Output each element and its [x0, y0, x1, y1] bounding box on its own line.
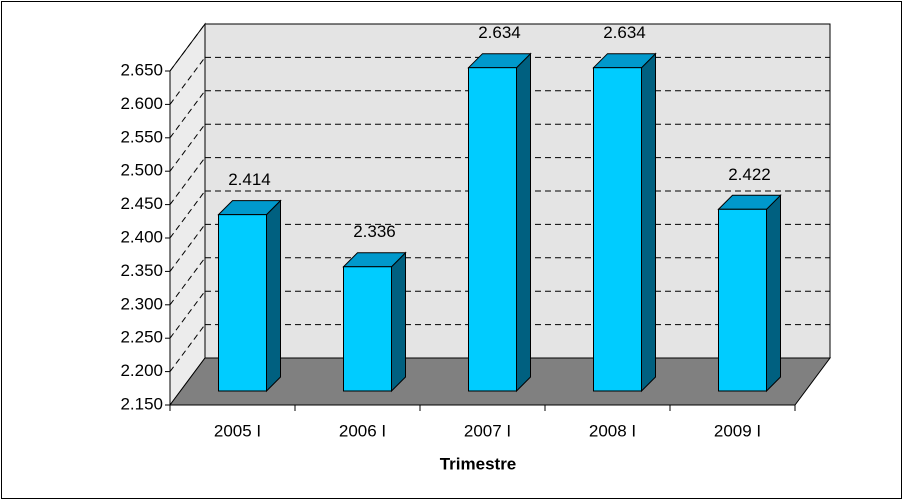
y-tick-label: 2.200 [120, 361, 163, 380]
bar [718, 208, 767, 392]
bar [593, 67, 642, 392]
y-tick-label: 2.500 [120, 161, 163, 180]
y-tick-label: 2.250 [120, 328, 163, 347]
value-label: 2.336 [353, 222, 396, 241]
bar-side [641, 52, 656, 393]
bar-side [391, 251, 406, 393]
x-tick-label: 2005 I [214, 421, 261, 440]
y-tick-label: 2.650 [120, 60, 163, 79]
value-label: 2.634 [478, 23, 521, 42]
value-label: 2.422 [728, 165, 771, 184]
bar [343, 266, 392, 392]
x-tick-label: 2008 I [589, 421, 636, 440]
value-label: 2.414 [228, 170, 271, 189]
value-label: 2.634 [603, 23, 646, 42]
y-tick-label: 2.350 [120, 261, 163, 280]
side-wall [169, 22, 206, 407]
x-tick-label: 2006 I [339, 421, 386, 440]
y-tick-label: 2.300 [120, 294, 163, 313]
y-tick-label: 2.400 [120, 227, 163, 246]
bar-side [516, 52, 531, 393]
x-tick-label: 2007 I [464, 421, 511, 440]
y-tick-label: 2.450 [120, 194, 163, 213]
x-tick-label: 2009 I [714, 421, 761, 440]
y-tick-label: 2.600 [120, 94, 163, 113]
bar-side [766, 194, 781, 393]
y-tick-label: 2.150 [120, 394, 163, 413]
bar-side [266, 199, 281, 393]
x-axis-title: Trimestre [440, 454, 517, 473]
bar [468, 67, 517, 392]
y-tick-label: 2.550 [120, 127, 163, 146]
bar [218, 214, 267, 392]
